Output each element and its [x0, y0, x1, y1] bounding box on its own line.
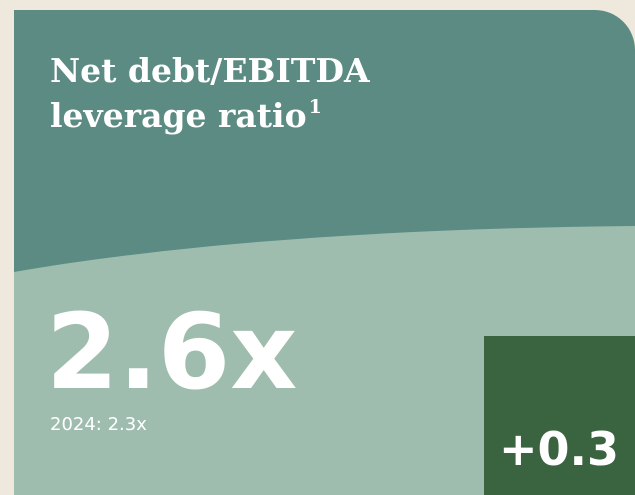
title-text: leverage ratio: [50, 96, 307, 135]
title-line: leverage ratio 1: [50, 96, 322, 135]
footnote-marker: 1: [309, 96, 322, 118]
comparison: 2024: 2.3x: [50, 414, 147, 435]
title-line: Net debt/EBITDA: [50, 51, 370, 90]
kpi-value: 2.6x: [46, 291, 297, 413]
card-background: [14, 10, 635, 495]
card-bottom-wave: [14, 226, 635, 495]
change-box: [484, 336, 635, 495]
change-value: +0.3: [499, 422, 619, 476]
